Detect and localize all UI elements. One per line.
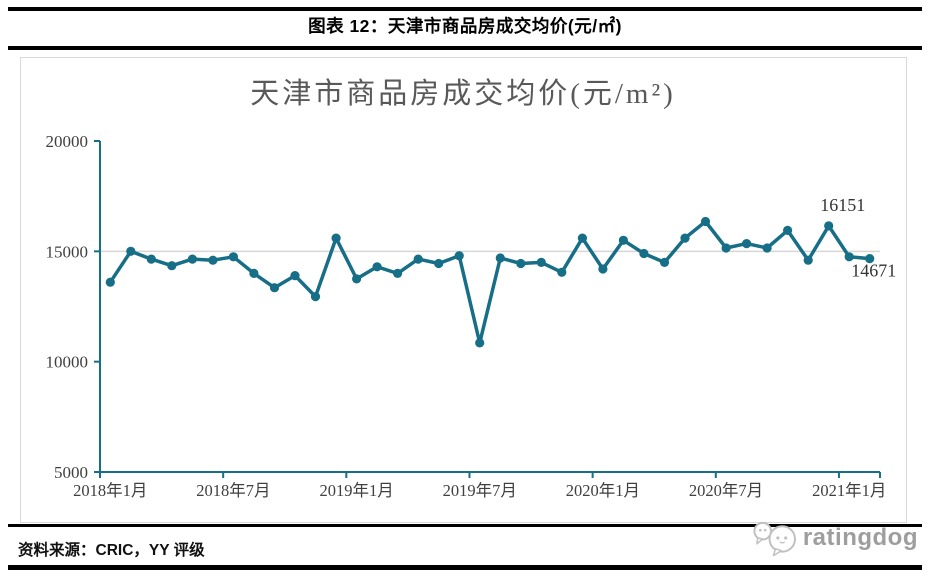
y-tick-label: 20000 xyxy=(46,132,89,151)
header-divider-rule xyxy=(8,46,922,50)
data-point-marker xyxy=(434,258,444,269)
data-point-marker xyxy=(146,254,156,264)
data-point-marker xyxy=(105,277,115,287)
price-line-series xyxy=(108,219,872,345)
data-point-marker xyxy=(516,258,526,269)
data-point-marker xyxy=(783,225,793,235)
data-point-marker xyxy=(762,243,772,253)
data-point-marker xyxy=(680,233,690,243)
data-point-marker xyxy=(167,261,177,271)
x-tick-label: 2021年1月 xyxy=(812,481,886,500)
x-tick-label: 2020年1月 xyxy=(566,481,640,500)
data-point-marker xyxy=(126,246,136,256)
data-point-marker xyxy=(598,264,608,274)
y-tick-label: 10000 xyxy=(46,353,89,372)
ratingdog-logo: ratingdog xyxy=(750,516,918,560)
data-point-marker xyxy=(803,255,813,265)
data-point-marker xyxy=(824,221,834,231)
data-point-marker xyxy=(249,268,259,278)
data-point-marker xyxy=(557,267,567,277)
x-tick-label: 2018年1月 xyxy=(73,481,147,500)
x-tick-label: 2018年7月 xyxy=(196,481,270,500)
data-point-marker xyxy=(639,248,649,259)
data-point-marker xyxy=(700,216,711,227)
data-point-marker xyxy=(290,271,300,281)
data-point-marker xyxy=(393,268,403,278)
data-label-annotation: 16151 xyxy=(820,195,865,215)
y-tick-label: 15000 xyxy=(46,242,89,261)
data-point-marker xyxy=(495,253,505,263)
data-point-marker xyxy=(721,243,731,253)
data-point-marker xyxy=(228,252,238,262)
data-point-marker xyxy=(269,283,280,293)
data-point-marker xyxy=(187,254,197,264)
x-tick-label: 2019年7月 xyxy=(443,481,517,500)
x-tick-label: 2020年7月 xyxy=(689,481,763,500)
top-rule xyxy=(8,7,922,11)
data-point-marker xyxy=(352,274,362,284)
y-tick-label: 5000 xyxy=(54,463,88,482)
data-point-marker xyxy=(844,252,854,262)
figure-caption: 图表 12：天津市商品房成交均价(元/㎡) xyxy=(308,16,622,36)
data-point-marker xyxy=(372,262,382,272)
logo-wordmark: ratingdog xyxy=(802,524,918,551)
data-point-marker xyxy=(331,233,341,243)
footer-divider-rule xyxy=(8,524,922,527)
data-point-marker xyxy=(865,254,875,264)
data-point-marker xyxy=(413,254,423,264)
data-point-marker xyxy=(454,251,464,261)
data-source-note: 资料来源：CRIC，YY 评级 xyxy=(18,542,205,559)
line-chart: 天津市商品房成交均价(元/m²) 5000 10000 15000 20000 2018年… xyxy=(46,77,897,500)
data-label-annotation: 14671 xyxy=(851,261,896,281)
chart-title: 天津市商品房成交均价(元/m²) xyxy=(250,77,676,110)
data-point-marker xyxy=(475,338,485,348)
data-point-marker xyxy=(208,255,218,265)
data-point-marker xyxy=(310,292,321,302)
x-tick-label: 2019年1月 xyxy=(319,481,393,500)
data-point-marker xyxy=(536,257,546,267)
data-point-marker xyxy=(618,235,629,245)
data-point-marker xyxy=(659,257,670,267)
data-point-marker xyxy=(742,239,752,249)
bottom-rule xyxy=(8,565,922,570)
chat-bubbles-face-icon xyxy=(753,521,796,557)
chart-container: 天津市商品房成交均价(元/m²) 5000 10000 15000 20000 2018年… xyxy=(20,57,907,523)
data-point-marker xyxy=(577,233,588,243)
